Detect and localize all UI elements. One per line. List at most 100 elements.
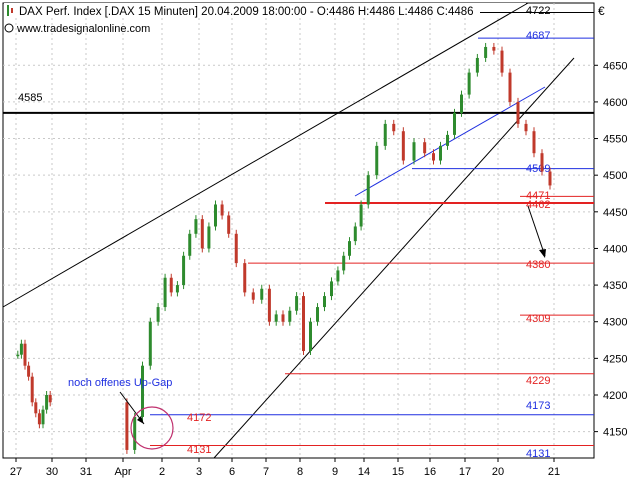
price-candle [194,219,198,234]
price-candle [475,57,479,73]
x-tick-label: 14 [358,466,370,478]
x-tick-label: 17 [459,466,471,478]
price-candle [30,376,34,403]
price-candle [446,134,449,146]
x-tick-label: 9 [332,466,338,478]
price-candle [27,365,31,377]
price-candle [274,314,278,322]
price-candle [353,226,357,242]
gap-annotation: noch offenes Up-Gap [68,377,172,389]
x-tick-label: 7 [263,466,269,478]
source-label: www.tradesignalonline.com [16,23,150,35]
level-label-4509: 4509 [526,163,550,175]
price-candle [302,296,305,352]
price-candle [260,288,264,300]
y-tick-label: 4350 [603,280,627,292]
price-candle [375,145,379,176]
price-candle [383,123,387,146]
price-candle [336,270,340,282]
y-tick-label: 4550 [603,134,627,146]
x-tick-label: 20 [492,466,504,478]
price-candle [548,171,552,186]
title-bg [4,3,526,18]
price-candle [532,131,536,154]
price-candle [34,402,38,414]
price-candle [281,314,285,322]
level-label-4172: 4172 [187,412,211,424]
y-tick-label: 4400 [603,243,627,255]
level-label-4471: 4471 [526,190,550,202]
price-candle [37,413,41,425]
price-candle [439,145,442,161]
x-tick-label: 16 [424,466,436,478]
x-tick-label: 21 [548,466,560,478]
trendline-lower [213,57,575,459]
price-candle [156,307,160,322]
price-candle [323,296,326,308]
level-label-4462: 4462 [526,199,550,211]
x-tick-label: 30 [46,466,58,478]
price-candle [234,233,238,264]
price-candle [540,153,544,172]
chart-title: DAX Perf. Index [.DAX 15 Minuten] 20.04.… [19,6,474,18]
price-candle [227,215,231,234]
price-candle [175,285,179,293]
price-candle [295,296,299,311]
y-tick-label: 4300 [603,317,627,329]
x-tick-label: 15 [392,466,404,478]
level-label-4722: 4722 [526,5,550,17]
price-candle [453,112,456,135]
trendline-blue [354,86,546,197]
x-tick-label: Apr [114,466,131,478]
price-candle [366,175,370,205]
x-tick-label: 3 [196,466,202,478]
price-candle [19,343,23,355]
price-candle [148,321,152,366]
gap-arrow-head [137,416,144,424]
price-candle [500,50,504,73]
x-tick-label: 2 [159,466,165,478]
level-label-4687: 4687 [526,30,550,42]
price-candle [16,354,20,357]
price-candle [316,307,319,322]
y-tick-label: 4250 [603,353,627,365]
price-candle [48,394,52,403]
price-candle [169,277,173,293]
price-candle [359,204,363,227]
price-candle [141,365,144,417]
price-candle [342,255,346,271]
projection-arrow-head [539,249,546,258]
price-candle [423,142,427,154]
price-candle [243,263,247,293]
price-candle [182,255,186,286]
x-tick-label: 6 [229,466,235,478]
y-tick-label: 4600 [603,97,627,109]
price-candle [348,241,351,256]
y-tick-label: 4500 [603,170,627,182]
currency-label: € [598,4,605,18]
x-tick-label: 27 [10,466,22,478]
price-candle [516,101,520,124]
plot-frame [2,2,595,459]
price-candle [392,123,396,132]
price-candle [524,123,528,132]
price-candle [251,292,255,300]
price-candle [330,281,333,297]
price-candle [309,321,312,352]
price-candle [45,394,49,410]
level-label-4585: 4585 [18,92,42,104]
price-candle [412,142,416,161]
level-label-4173: 4173 [526,400,550,412]
level-label-4131: 4131 [187,444,211,456]
level-label-4131: 4131 [526,448,550,460]
y-tick-label: 4650 [603,60,627,72]
price-candle [188,233,192,256]
price-candle [23,343,27,366]
price-candle [125,402,129,450]
copyright-icon [4,23,14,33]
level-label-4380: 4380 [526,259,550,271]
trendline-upper [2,2,529,308]
price-candle [288,310,292,322]
price-candle [432,153,435,161]
